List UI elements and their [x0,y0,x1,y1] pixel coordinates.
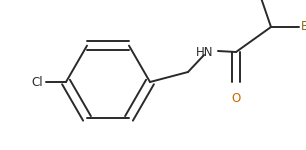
Text: Cl: Cl [32,75,43,88]
Text: HN: HN [196,45,214,58]
Text: O: O [231,92,241,105]
Text: Br: Br [301,21,306,33]
